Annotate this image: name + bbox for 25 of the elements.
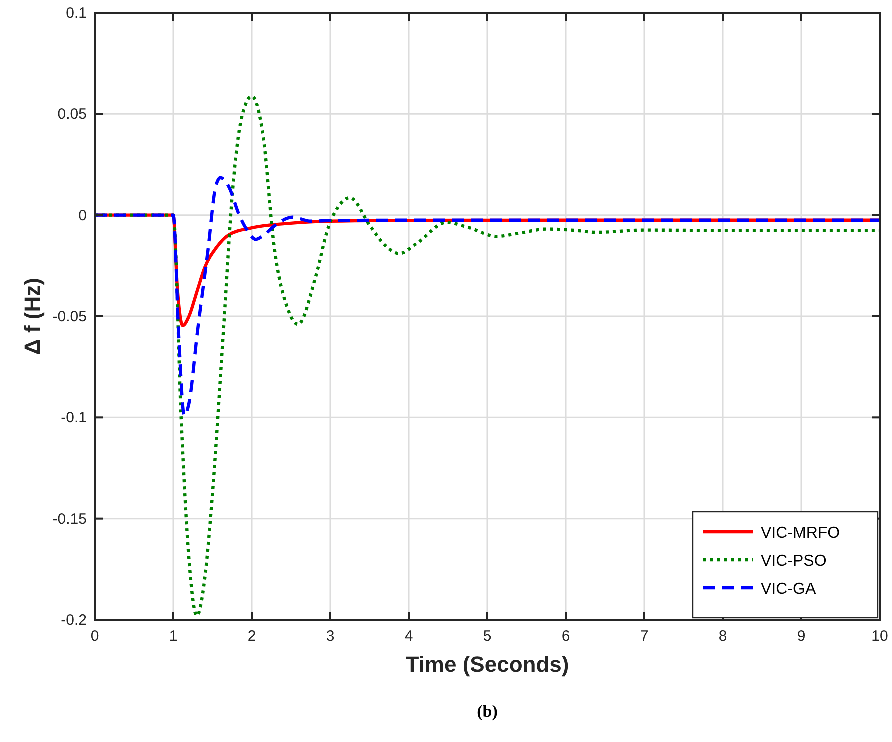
x-tick-label: 1 [169,628,178,645]
x-tick-label: 4 [404,628,414,645]
x-tick-label: 6 [562,628,570,645]
x-tick-label: 0 [90,628,100,645]
line-series [93,176,882,418]
text: (b) [477,702,498,721]
y-tick-label: -0.15 [52,510,87,528]
legend-label: VIC-GA [761,581,816,598]
x-tick-label: 10 [872,628,888,645]
x-tick-label: 3 [326,628,335,645]
y-tick-label: -0.05 [52,308,87,326]
x-tick-label: 8 [718,628,728,645]
y-tick-label: 0.1 [66,5,87,22]
y-tick-label: -0.2 [61,612,87,629]
x-axis-title: Time (Seconds) [406,652,570,677]
x-tick-label: 2 [248,628,256,645]
y-tick-label: 0 [78,207,87,224]
y-tick-label: 0.05 [58,106,87,124]
x-tick-label: 7 [640,628,649,645]
x-tick-label: 5 [483,628,492,645]
x-tick-label: 9 [797,628,806,645]
legend-label: VIC-PSO [761,553,827,570]
y-tick-label: -0.1 [61,410,87,427]
y-axis-title: Δ f (Hz) [20,278,45,355]
legend-label: VIC-MRFO [761,525,840,542]
